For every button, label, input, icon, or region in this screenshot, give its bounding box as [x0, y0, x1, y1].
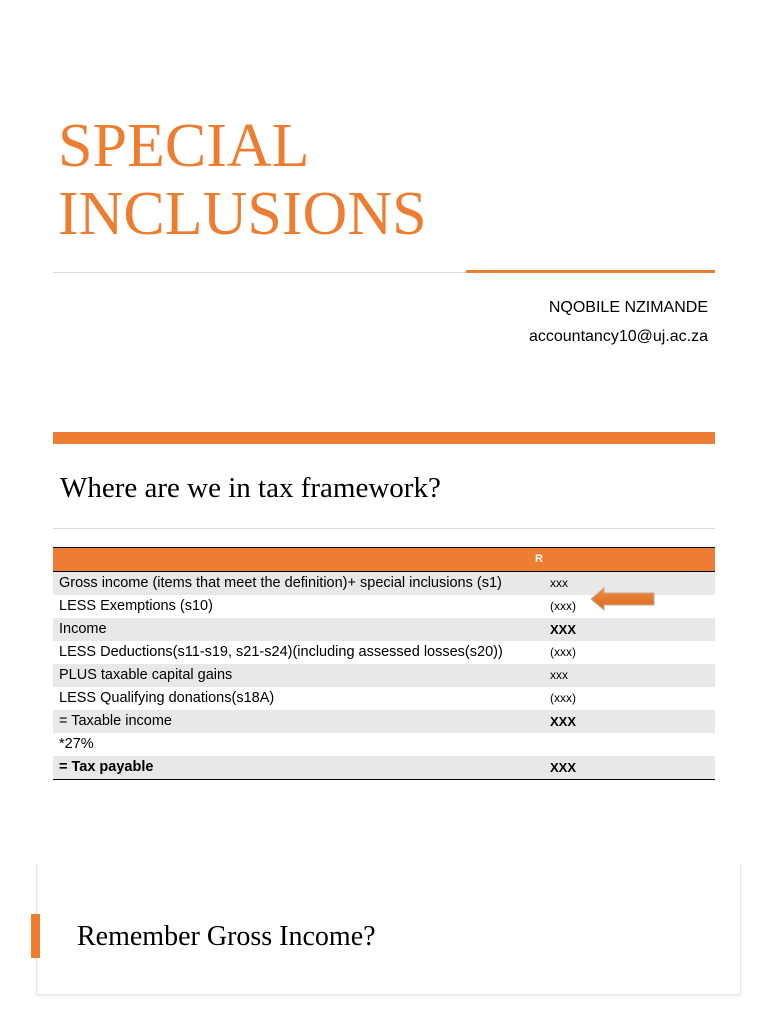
heading-divider — [53, 528, 715, 529]
slide-heading: Remember Gross Income? — [77, 921, 376, 952]
table-row: = Tax payable XXX — [53, 756, 715, 780]
slide-title-line-1: SPECIAL — [58, 112, 310, 180]
row-amount: (xxx) — [550, 599, 576, 613]
row-label: LESS Deductions(s11-s19, s21-s24)(includ… — [59, 644, 503, 660]
title-accent-rule — [466, 270, 715, 273]
slide-accent-bar — [31, 914, 40, 958]
slide-top-accent-bar — [53, 432, 715, 444]
table-row: PLUS taxable capital gains xxx — [53, 664, 715, 687]
table-row: = Taxable income XXX — [53, 710, 715, 733]
header-description-cell — [53, 547, 535, 572]
row-amount: xxx — [535, 571, 715, 595]
tax-framework-slide: Where are we in tax framework? R Gross i… — [0, 432, 768, 842]
tax-framework-table: R Gross income (items that meet the defi… — [53, 547, 715, 780]
slide-title-line-2: INCLUSIONS — [58, 180, 427, 248]
row-amount — [535, 733, 715, 756]
slide-title: SPECIAL INCLUSIONS — [58, 112, 427, 248]
row-label: Income — [53, 618, 535, 641]
slide-heading: Where are we in tax framework? — [60, 472, 441, 504]
author-block: NQOBILE NZIMANDE accountancy10@uj.ac.za — [529, 293, 708, 351]
row-amount: XXX — [535, 618, 715, 641]
header-amount-cell: R — [535, 547, 715, 572]
row-label: Gross income (items that meet the defini… — [53, 571, 535, 595]
row-amount: XXX — [535, 756, 715, 780]
row-label: = Taxable income — [53, 710, 535, 733]
row-label: *27% — [59, 736, 94, 752]
table-row: LESS Qualifying donations(s18A) (xxx) — [53, 687, 715, 710]
author-email: accountancy10@uj.ac.za — [528, 328, 708, 345]
title-divider — [53, 272, 715, 273]
table-row: Income XXX — [53, 618, 715, 641]
row-label: = Tax payable — [53, 756, 535, 780]
table-row: *27% — [53, 733, 715, 756]
table-row: LESS Exemptions (s10) (xxx) — [53, 595, 715, 618]
row-amount: (xxx) — [550, 645, 576, 659]
table-row: LESS Deductions(s11-s19, s21-s24)(includ… — [53, 641, 715, 664]
row-label: LESS Exemptions (s10) — [59, 598, 213, 614]
left-arrow-icon — [590, 587, 655, 611]
row-amount: XXX — [535, 710, 715, 733]
row-amount: (xxx) — [550, 691, 576, 705]
table-row: Gross income (items that meet the defini… — [53, 571, 715, 595]
row-label: PLUS taxable capital gains — [53, 664, 535, 687]
row-amount: xxx — [535, 664, 715, 687]
gross-income-slide: Remember Gross Income? — [31, 864, 741, 995]
row-label: LESS Qualifying donations(s18A) — [59, 690, 275, 706]
table-header-row: R — [53, 547, 715, 572]
title-slide: SPECIAL INCLUSIONS NQOBILE NZIMANDE acco… — [0, 0, 768, 420]
author-name: NQOBILE NZIMANDE — [548, 299, 708, 316]
